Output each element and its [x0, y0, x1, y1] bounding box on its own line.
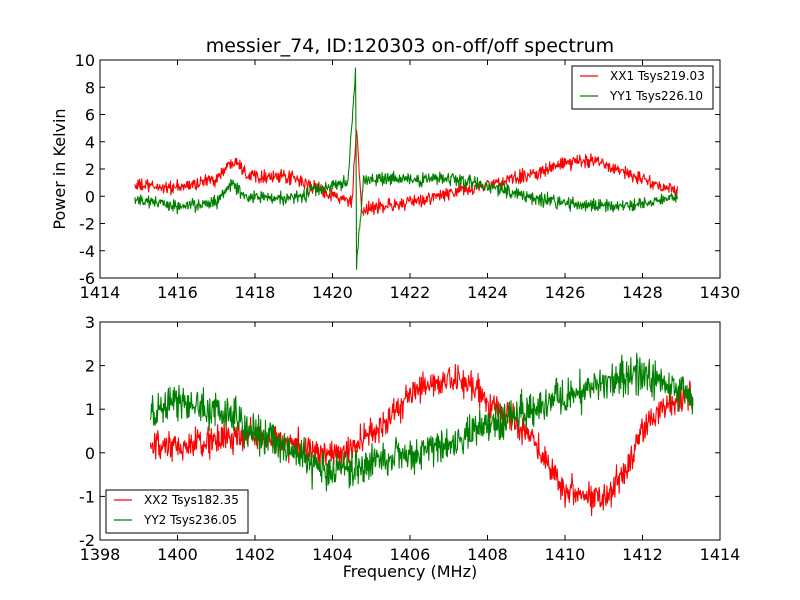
top-ticks-layer: 1414 1416 1418 1420 1422 1424 1426 1428 1430 -6 -4…: [75, 51, 741, 302]
x-tick-label: 1408: [467, 545, 508, 564]
top-series-layer: [134, 67, 678, 270]
bottom-spectrum-panel: 1398 1400 1402 1404 1406 1408 1410 1412 1414 -2 -1…: [79, 313, 740, 564]
series-line-xx2: [149, 363, 694, 517]
series-line-xx1: [134, 129, 678, 216]
x-axis-title: Frequency (MHz): [343, 562, 477, 581]
top-legend: XX1 Tsys219.03 YY1 Tsys226.10: [571, 65, 714, 110]
y-tick-label: 3: [85, 313, 95, 332]
x-tick-label: 1400: [157, 545, 198, 564]
bottom-plot-frame: [99, 321, 721, 541]
x-tick-label: 1404: [312, 545, 353, 564]
series-line-yy2: [149, 352, 694, 492]
bottom-legend-box: [105, 489, 249, 534]
y-tick-label: 0: [85, 444, 95, 463]
x-tick-label: 1418: [235, 283, 276, 302]
bottom-legend: XX2 Tsys182.35 YY2 Tsys236.05: [105, 489, 249, 534]
y-tick-label: -2: [79, 531, 95, 550]
series-line-yy1: [134, 67, 678, 270]
y-tick-label: 6: [85, 106, 95, 125]
x-tick-label: 1412: [622, 545, 663, 564]
x-tick-label: 1430: [700, 283, 741, 302]
y-tick-label: -1: [79, 487, 95, 506]
y-tick-label: 10: [75, 51, 95, 70]
y-tick-label: 4: [85, 133, 95, 152]
y-tick-label: 8: [85, 78, 95, 97]
y-axis-title: Power in Kelvin: [50, 108, 69, 229]
bottom-series-layer: [149, 352, 694, 517]
x-tick-label: 1414: [80, 283, 121, 302]
x-tick-label: 1422: [390, 283, 431, 302]
y-tick-label: -2: [79, 215, 95, 234]
y-tick-label: -4: [79, 242, 95, 261]
y-tick-label: 2: [85, 160, 95, 179]
x-tick-label: 1414: [700, 545, 741, 564]
x-tick-label: 1398: [80, 545, 121, 564]
top-spectrum-panel: 1414 1416 1418 1420 1422 1424 1426 1428 1430 -6 -4…: [75, 51, 741, 302]
y-tick-label: -6: [79, 269, 95, 288]
top-plot-frame: [99, 59, 721, 279]
top-legend-label-xx1: XX1 Tsys219.03: [610, 69, 705, 83]
x-tick-label: 1406: [390, 545, 431, 564]
bottom-legend-label-xx2: XX2 Tsys182.35: [144, 493, 239, 507]
y-tick-label: 0: [85, 187, 95, 206]
x-tick-label: 1402: [235, 545, 276, 564]
x-tick-label: 1424: [467, 283, 508, 302]
top-legend-box: [571, 65, 714, 110]
y-tick-label: 2: [85, 357, 95, 376]
bottom-ticks-layer: 1398 1400 1402 1404 1406 1408 1410 1412 1414 -2 -1…: [79, 313, 740, 564]
x-tick-label: 1410: [545, 545, 586, 564]
bottom-legend-label-yy2: YY2 Tsys236.05: [143, 513, 237, 527]
x-tick-label: 1428: [622, 283, 663, 302]
chart-title: messier_74, ID:120303 on-off/off spectru…: [206, 35, 614, 57]
x-tick-label: 1426: [545, 283, 586, 302]
x-tick-label: 1416: [157, 283, 198, 302]
x-tick-label: 1420: [312, 283, 353, 302]
top-legend-label-yy1: YY1 Tsys226.10: [609, 89, 703, 103]
y-tick-label: 1: [85, 400, 95, 419]
